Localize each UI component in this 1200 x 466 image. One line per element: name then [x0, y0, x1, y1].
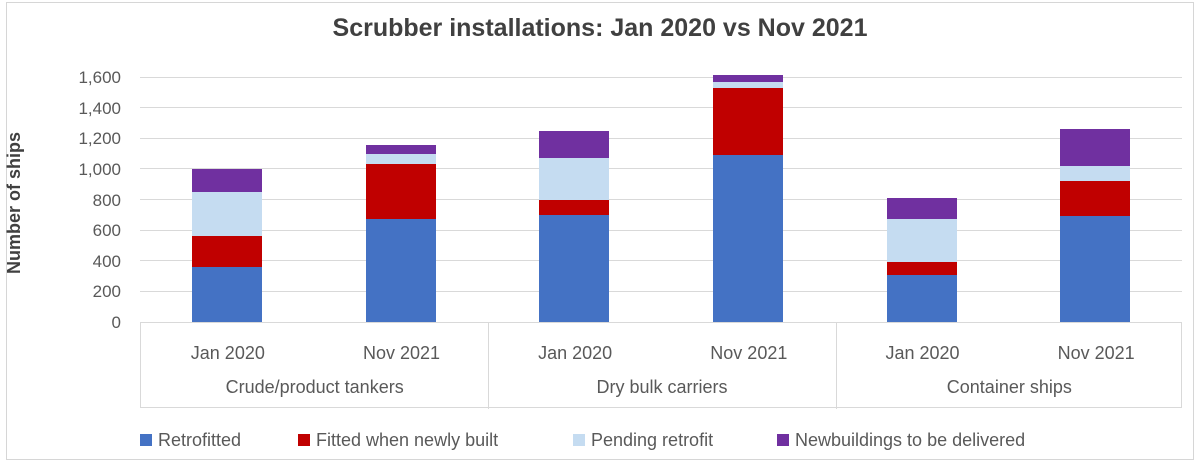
legend-swatch-icon [573, 434, 585, 446]
segment-fitted-when-newly-built [365, 163, 436, 220]
gridline-1600 [140, 76, 1182, 78]
segment-fitted-when-newly-built [712, 87, 783, 156]
segment-newbuildings-to-be-delivered [1060, 129, 1131, 166]
segment-pending-retrofit [539, 158, 610, 200]
legend-label: Newbuildings to be delivered [795, 429, 1026, 450]
segment-retrofitted [539, 214, 610, 322]
group-label-crude-product-tankers: Crude/product tankers [225, 377, 404, 397]
y-tick-label: 800 [92, 190, 121, 210]
bar-dry-bulk-carriers-jan-2020 [539, 77, 610, 322]
legend-label: Pending retrofit [591, 429, 714, 450]
legend: Retrofitted Fitted when newly built Pendin… [0, 428, 1200, 454]
bar-dry-bulk-carriers-nov-2021 [712, 75, 783, 322]
segment-newbuildings-to-be-delivered [539, 130, 610, 159]
period-label-nov-2021: Nov 2021 [1057, 343, 1135, 363]
y-tick-label: 1,200 [78, 129, 121, 149]
chart-title: Scrubber installations: Jan 2020 vs Nov … [332, 14, 868, 42]
legend-item-fitted-when-newly-built: Fitted when newly built [298, 428, 498, 452]
y-tick-label: 400 [92, 251, 121, 271]
y-tick-label: 0 [111, 313, 121, 332]
y-tick-label: 1,400 [78, 98, 121, 118]
segment-pending-retrofit [712, 82, 783, 88]
segment-pending-retrofit [1060, 165, 1131, 182]
segment-pending-retrofit [191, 191, 262, 237]
legend-label: Fitted when newly built [316, 429, 499, 450]
segment-retrofitted [886, 274, 957, 322]
legend-swatch-icon [298, 434, 310, 446]
period-label-jan-2020: Jan 2020 [538, 343, 613, 363]
plot-area [140, 75, 1182, 323]
group-label-dry-bulk-carriers: Dry bulk carriers [596, 377, 728, 397]
period-label-nov-2021: Nov 2021 [710, 343, 788, 363]
segment-retrofitted [712, 155, 783, 322]
segment-pending-retrofit [365, 154, 436, 164]
segment-retrofitted [1060, 216, 1131, 322]
y-tick-label: 600 [92, 221, 121, 241]
gridline-1400 [140, 107, 1182, 109]
segment-fitted-when-newly-built [539, 199, 610, 215]
y-tick-label: 1,000 [78, 159, 121, 179]
bar-container-ships-jan-2020 [886, 77, 957, 322]
segment-newbuildings-to-be-delivered [365, 145, 436, 155]
gridline-600 [140, 229, 1182, 231]
gridline-200 [140, 290, 1182, 292]
legend-item-newbuildings-to-be-delivered: Newbuildings to be delivered [777, 428, 1025, 452]
segment-newbuildings-to-be-delivered [191, 168, 262, 192]
segment-pending-retrofit [886, 219, 957, 262]
segment-newbuildings-to-be-delivered [712, 75, 783, 83]
legend-label: Retrofitted [158, 429, 242, 450]
gridline-800 [140, 199, 1182, 200]
group-divider [488, 323, 490, 409]
category-axis: Jan 2020 Nov 2021 Jan 2020 Nov 2021 Jan 2020… [140, 322, 1182, 409]
bar-crude-product-tankers-nov-2021 [365, 77, 436, 322]
segment-retrofitted [191, 266, 262, 322]
gridline-1200 [140, 137, 1182, 139]
group-divider [835, 323, 837, 409]
segment-fitted-when-newly-built [191, 236, 262, 267]
bar-crude-product-tankers-jan-2020 [191, 77, 262, 322]
bar-container-ships-nov-2021 [1060, 77, 1131, 322]
legend-item-pending-retrofit: Pending retrofit [573, 428, 713, 452]
period-label-nov-2021: Nov 2021 [362, 343, 441, 363]
y-tick-label: 200 [92, 282, 121, 302]
legend-item-retrofitted: Retrofitted [140, 428, 241, 452]
gridline-400 [140, 260, 1182, 262]
period-label-jan-2020: Jan 2020 [190, 343, 265, 363]
segment-newbuildings-to-be-delivered [886, 197, 957, 220]
gridline-1000 [140, 168, 1182, 170]
legend-swatch-icon [140, 434, 152, 446]
legend-swatch-icon [777, 434, 789, 446]
period-label-jan-2020: Jan 2020 [885, 343, 960, 363]
group-label-container-ships: Container ships [946, 377, 1072, 397]
segment-fitted-when-newly-built [1060, 181, 1131, 217]
segment-retrofitted [365, 219, 436, 322]
segment-fitted-when-newly-built [886, 261, 957, 275]
y-tick-label: 1,600 [78, 68, 121, 87]
